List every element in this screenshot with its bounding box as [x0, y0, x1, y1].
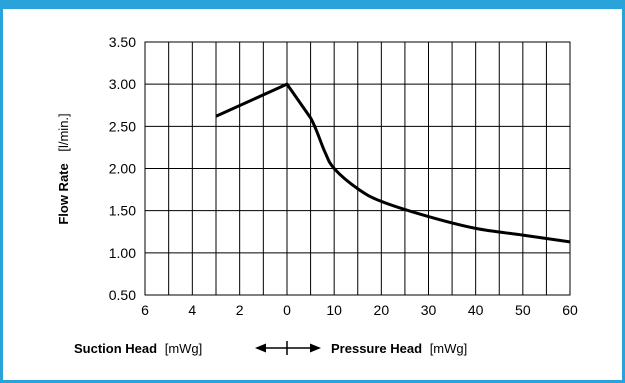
flow-rate-curve [215, 82, 571, 244]
x-tick-label: 20 [374, 302, 390, 318]
grid-lines [144, 41, 571, 296]
y-tick-label: 0.50 [109, 287, 136, 303]
x-axis-label-pressure: Pressure Head [mWg] [331, 341, 467, 356]
x-axis-label-pressure-name: Pressure Head [331, 341, 422, 356]
x-tick-label: 10 [326, 302, 342, 318]
y-tick-label: 3.50 [109, 34, 136, 50]
x-tick-label: 0 [283, 302, 291, 318]
x-tick-label: 50 [515, 302, 531, 318]
x-tick-label: 6 [141, 302, 149, 318]
x-tick-label: 30 [421, 302, 437, 318]
x-tick-label: 60 [562, 302, 578, 318]
y-tick-label: 1.50 [109, 203, 136, 219]
plot-border [144, 41, 571, 296]
y-tick-labels: 0.50 1.00 1.50 2.00 2.50 3.00 3.50 [109, 34, 136, 303]
x-tick-label: 2 [236, 302, 244, 318]
y-axis-label-unit: [l/min.] [56, 113, 71, 151]
x-tick-label: 40 [468, 302, 484, 318]
y-tick-label: 1.00 [109, 245, 136, 261]
y-tick-label: 3.00 [109, 76, 136, 92]
y-tick-label: 2.00 [109, 161, 136, 177]
x-tick-label: 4 [188, 302, 196, 318]
top-accent-bar [0, 0, 625, 9]
y-axis-label: Flow Rate [l/min.] [56, 113, 71, 224]
x-axis-label-suction-unit: [mWg] [165, 341, 203, 356]
x-axis-label-pressure-unit: [mWg] [430, 341, 468, 356]
x-tick-labels: 6 4 2 0 10 20 30 40 50 60 [141, 302, 578, 318]
x-axis-label-suction-name: Suction Head [74, 341, 157, 356]
y-tick-label: 2.50 [109, 118, 136, 134]
y-axis-label-name: Flow Rate [56, 163, 71, 224]
direction-marker-label: ◄—|—► [259, 341, 314, 356]
direction-arrow-icon: ◄—|—► [255, 341, 321, 356]
x-axis-label-suction: Suction Head [mWg] [74, 341, 202, 356]
